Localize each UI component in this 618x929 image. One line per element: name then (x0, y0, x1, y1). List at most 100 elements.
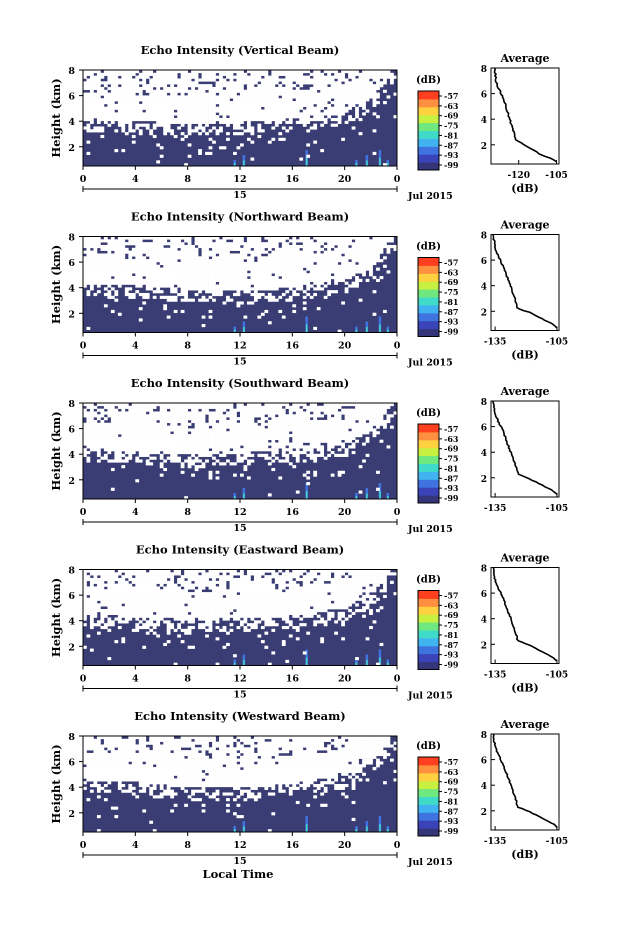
y-tick-label: 8 (68, 566, 75, 577)
colorbar-tick-label: -87 (444, 640, 458, 650)
inset-y-tick-label: 4 (481, 782, 487, 792)
x-tick-label: 16 (286, 341, 300, 352)
colorbar-tick-label: -87 (444, 473, 458, 483)
inset-y-tick-label: 8 (481, 232, 487, 242)
colorbar-frame (417, 257, 440, 337)
inset-x-label: (dB) (511, 682, 538, 695)
echo-streak-core (379, 491, 381, 499)
colorbar-unit: (dB) (416, 75, 441, 86)
x-tick-label: 0 (394, 840, 401, 851)
inset-title: Average (499, 552, 549, 565)
date-tick-label: 15 (233, 357, 246, 368)
echo-streak-core (305, 657, 308, 666)
colorbar-swatch (418, 122, 439, 131)
echo-streak-core (243, 160, 245, 166)
inset-x-tick-label: -135 (484, 837, 507, 847)
x-tick-label: 16 (286, 674, 300, 685)
echo-streak-core (387, 496, 389, 499)
panel-title: Echo Intensity (Westward Beam) (134, 709, 345, 723)
inset-y-tick-label: 2 (481, 142, 487, 152)
x-tick-label: 0 (80, 840, 87, 851)
colorbar-tick-label: -93 (444, 816, 459, 826)
x-tick-label: 8 (184, 341, 191, 352)
colorbar-swatch (418, 328, 439, 337)
no-echo-region (83, 569, 398, 666)
inset-frame (490, 400, 560, 498)
colorbar-tick-label: -57 (444, 424, 458, 434)
colorbar: (dB)-57-63-69-75-81-87-93-99 (416, 75, 459, 171)
colorbar-swatch (418, 463, 439, 472)
colorbar-tick-label: -63 (444, 101, 459, 111)
echo-streak-core (233, 163, 236, 166)
colorbar-swatch (418, 312, 439, 322)
inset-x-tick-label: -135 (484, 504, 507, 514)
echo-streak-core (305, 824, 308, 832)
colorbar-swatch (418, 630, 439, 639)
colorbar-frame (417, 423, 440, 504)
date-label: Jul 2015 (407, 857, 453, 868)
colorbar-swatch (418, 590, 439, 599)
x-axis-label: Local Time (203, 867, 274, 881)
echo-streak-core (243, 327, 245, 333)
inset-title: Average (499, 52, 549, 65)
colorbar-tick-label: -99 (444, 493, 459, 503)
colorbar-swatch (418, 598, 439, 607)
inset-x-tick-label: -120 (507, 171, 530, 181)
date-label: Jul 2015 (407, 358, 453, 369)
inset-frame (490, 67, 560, 165)
inset-y-tick-label: 2 (481, 641, 487, 651)
no-echo-region (83, 236, 398, 333)
no-echo-region (83, 736, 398, 833)
inset-title: Average (499, 718, 549, 731)
average-inset: Average 2 4 6 8 -135 -105 (481, 385, 568, 514)
echo-streak-core (366, 826, 368, 832)
x-tick-label: 0 (394, 174, 401, 185)
average-inset: Average 2 4 6 8 -135 -105 (dB) (481, 552, 568, 695)
colorbar-swatch (418, 154, 439, 163)
average-inset: Average 2 4 6 8 -135 -105 (dB) (481, 718, 568, 861)
inset-x-tick-label: -105 (546, 504, 569, 514)
x-tick-label: 12 (233, 840, 246, 851)
inset-y-tick-label: 2 (481, 475, 487, 485)
colorbar-swatch (418, 265, 439, 274)
x-tick-label: 20 (338, 507, 352, 518)
colorbar-swatch (418, 780, 439, 790)
colorbar-swatch (418, 796, 439, 805)
y-axis-label: Height (km) (49, 78, 63, 157)
inset-x-tick-label: -105 (546, 837, 569, 847)
x-tick-label: 4 (132, 507, 139, 518)
y-axis-label: Height (km) (49, 744, 63, 823)
echo-streak-core (366, 160, 368, 166)
colorbar-swatch (418, 661, 439, 670)
colorbar-swatch (418, 273, 439, 282)
x-tick-label: 4 (132, 840, 139, 851)
x-tick-label: 12 (233, 174, 246, 185)
x-tick-label: 0 (80, 674, 87, 685)
colorbar-tick-label: -81 (444, 130, 458, 140)
colorbar-tick-label: -75 (444, 287, 458, 297)
inset-frame (490, 567, 560, 664)
colorbar-swatch (418, 424, 439, 433)
inset-profile-line (492, 234, 558, 329)
colorbar-swatch (418, 812, 439, 821)
x-tick-label: 20 (338, 174, 352, 185)
colorbar-swatch (418, 455, 439, 464)
colorbar-swatch (418, 487, 439, 496)
colorbar-swatch (418, 804, 439, 813)
colorbar-swatch (418, 146, 439, 155)
inset-y-tick-label: 4 (481, 449, 487, 459)
y-tick-label: 6 (68, 425, 75, 436)
colorbar-tick-label: -75 (444, 620, 458, 630)
colorbar-swatch (418, 828, 439, 837)
x-tick-label: 8 (184, 674, 191, 685)
colorbar-tick-label: -93 (444, 483, 459, 493)
x-tick-label: 0 (394, 674, 401, 685)
colorbar-tick-label: -63 (444, 767, 459, 777)
colorbar-tick-label: -87 (444, 806, 458, 816)
x-tick-label: 0 (80, 341, 87, 352)
echo-streak-core (379, 324, 381, 333)
colorbar-tick-label: -93 (444, 317, 459, 327)
inset-profile-line (492, 567, 558, 662)
y-axis-label: Height (km) (49, 245, 63, 324)
